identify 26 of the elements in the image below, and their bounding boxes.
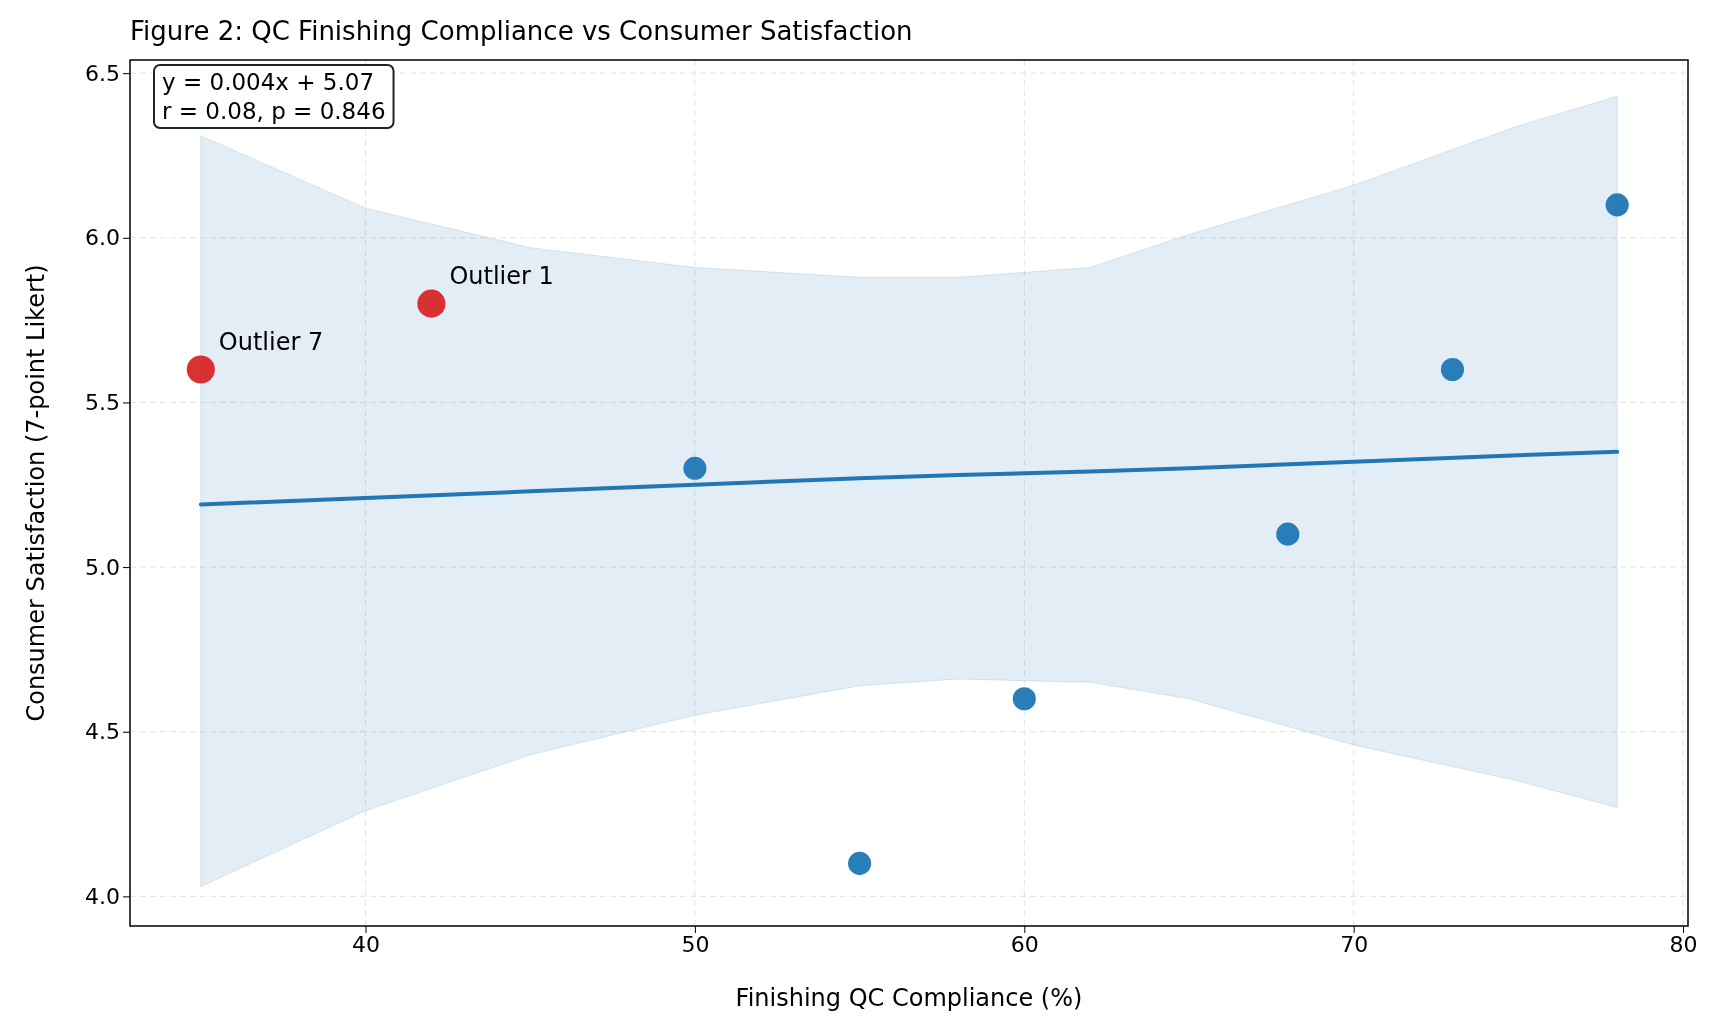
point	[1276, 522, 1300, 546]
y-tick-label: 5.0	[85, 554, 120, 580]
x-tick-label: 60	[1010, 931, 1039, 957]
y-tick-label: 4.5	[85, 719, 120, 745]
line-series	[198, 449, 1620, 507]
point	[848, 851, 872, 875]
x-tick-label: 40	[352, 931, 381, 957]
x-tick-label: 80	[1669, 931, 1698, 957]
y-tick-label: 6.0	[85, 225, 120, 251]
y-tick-label: 4.0	[85, 883, 120, 909]
x-tick-label: 50	[681, 931, 710, 957]
annotation: y = 0.004x + 5.07 r = 0.08, p = 0.846	[162, 69, 386, 124]
annotation: Outlier 7	[218, 327, 324, 356]
point	[1440, 357, 1465, 382]
point	[186, 355, 215, 384]
annotation: Outlier 1	[449, 261, 554, 290]
y-tick-label: 6.5	[85, 60, 120, 86]
point	[417, 289, 446, 318]
point	[1012, 687, 1036, 711]
y-tick-label: 5.5	[85, 389, 120, 415]
x-axis-title: Finishing QC Compliance (%)	[735, 984, 1083, 1012]
x-tick-label: 70	[1340, 931, 1369, 957]
point	[683, 456, 707, 480]
chart-title: Figure 2: QC Finishing Compliance vs Consumer Satisfaction	[130, 16, 913, 46]
point	[1605, 193, 1629, 217]
y-axis-title: Consumer Satisfaction (7-point Likert)	[22, 264, 50, 722]
